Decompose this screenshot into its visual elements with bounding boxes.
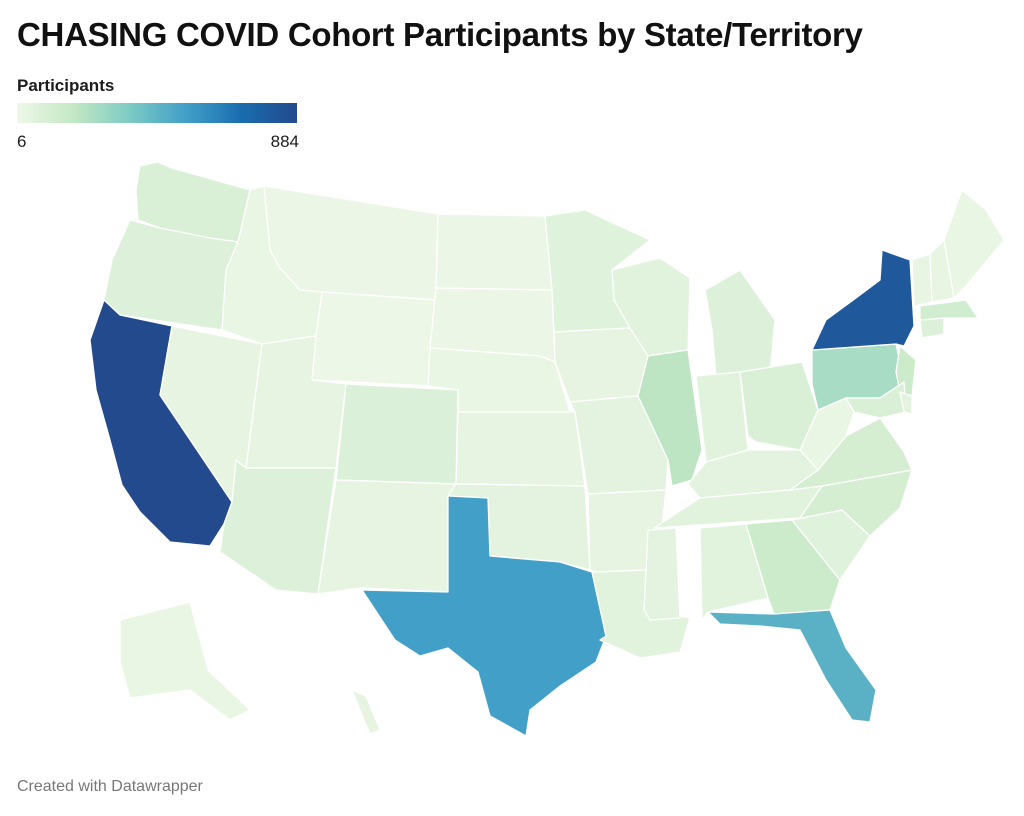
state-ia[interactable]: [553, 327, 649, 403]
state-co[interactable]: [335, 383, 459, 485]
state-tx[interactable]: [361, 495, 607, 737]
state-ct[interactable]: [919, 317, 945, 339]
us-choropleth-map: [89, 161, 1005, 737]
state-me[interactable]: [943, 189, 1005, 299]
state-ks[interactable]: [455, 411, 586, 487]
state-ma[interactable]: [919, 299, 979, 321]
state-fl[interactable]: [707, 609, 877, 723]
state-ny[interactable]: [811, 249, 915, 351]
state-az[interactable]: [219, 459, 337, 595]
state-vt[interactable]: [911, 253, 933, 307]
legend-max-label: 884: [270, 132, 299, 151]
legend-title: Participants: [17, 76, 115, 95]
color-legend: Participants 6 884: [17, 76, 299, 154]
state-in[interactable]: [695, 371, 749, 463]
legend-min-label: 6: [17, 132, 27, 151]
state-wy[interactable]: [311, 291, 437, 387]
state-al[interactable]: [699, 523, 769, 621]
state-nm[interactable]: [317, 479, 457, 595]
legend-ticks: 6 884: [17, 132, 299, 154]
chart-title: CHASING COVID Cohort Participants by Sta…: [17, 16, 863, 53]
state-de[interactable]: [899, 391, 913, 415]
state-mi[interactable]: [704, 269, 776, 377]
state-ms[interactable]: [643, 527, 681, 621]
state-ak[interactable]: [119, 601, 251, 721]
credit-line: Created with Datawrapper: [17, 778, 203, 795]
state-hi[interactable]: [295, 669, 381, 735]
state-nd[interactable]: [435, 213, 553, 291]
legend-gradient-bar: [17, 103, 297, 123]
state-il[interactable]: [637, 349, 703, 487]
